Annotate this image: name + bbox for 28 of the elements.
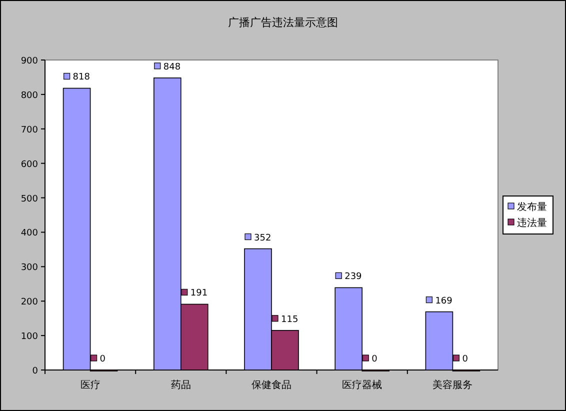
y-tick-label: 700 bbox=[20, 125, 38, 136]
data-label: 0 bbox=[462, 354, 468, 364]
data-label: 848 bbox=[163, 62, 181, 72]
data-label: 352 bbox=[254, 233, 272, 244]
y-tick-label: 0 bbox=[32, 366, 38, 376]
y-tick-label: 400 bbox=[20, 228, 38, 239]
x-tick-label: 美容服务 bbox=[432, 379, 473, 391]
data-label: 169 bbox=[435, 296, 453, 306]
data-label: 818 bbox=[72, 72, 90, 83]
x-tick-label: 保健食品 bbox=[252, 379, 292, 391]
x-tick-label: 医疗 bbox=[80, 379, 100, 391]
y-tick-label: 300 bbox=[20, 263, 38, 274]
data-label: 0 bbox=[100, 354, 106, 364]
data-label: 115 bbox=[281, 314, 298, 325]
y-tick-label: 500 bbox=[20, 194, 38, 204]
y-tick-label: 200 bbox=[20, 298, 38, 308]
data-label: 0 bbox=[372, 354, 378, 364]
y-tick-label: 100 bbox=[20, 332, 38, 342]
x-tick-label: 医疗器械 bbox=[342, 379, 382, 391]
legend-label: 违法量 bbox=[517, 217, 547, 229]
data-label: 191 bbox=[190, 288, 208, 299]
x-tick-label: 药品 bbox=[170, 379, 191, 391]
data-label: 239 bbox=[344, 272, 362, 282]
y-tick-label: 600 bbox=[20, 160, 38, 170]
y-tick-label: 800 bbox=[20, 90, 38, 101]
chart-title: 广播广告违法量示意图 bbox=[228, 16, 338, 29]
y-tick-label: 900 bbox=[20, 56, 38, 66]
legend-label: 发布量 bbox=[517, 201, 547, 213]
